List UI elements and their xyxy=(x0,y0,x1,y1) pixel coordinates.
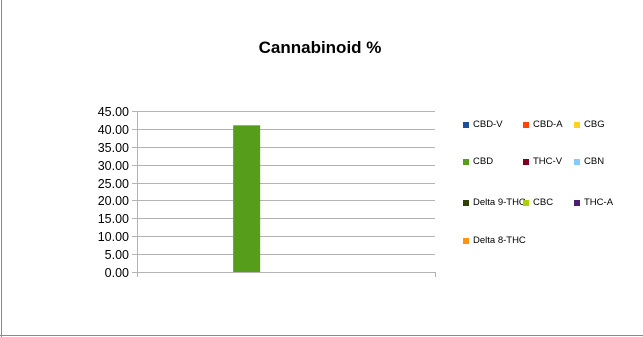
legend-item: THC-A xyxy=(574,197,613,208)
legend-item: CBN xyxy=(574,156,604,167)
y-tick-label: 25.00 xyxy=(98,177,129,191)
legend-swatch xyxy=(463,121,469,128)
legend-item: CBD-A xyxy=(523,119,563,130)
legend-item: THC-V xyxy=(523,156,562,167)
legend-item: CBD-V xyxy=(463,119,503,130)
legend-item: CBG xyxy=(574,119,605,130)
y-tick-label: 20.00 xyxy=(98,194,129,208)
legend-label: CBG xyxy=(584,119,605,130)
legend-swatch xyxy=(523,121,529,128)
legend-label: CBD xyxy=(473,156,494,167)
y-tick-label: 10.00 xyxy=(98,230,129,244)
legend-swatch xyxy=(463,158,469,165)
bar-cbd xyxy=(233,125,261,272)
legend-swatch xyxy=(574,158,580,165)
legend-swatch xyxy=(523,158,529,165)
chart-title: Cannabinoid % xyxy=(258,38,382,57)
legend-item: Delta 8-THC xyxy=(463,235,526,246)
legend-swatch xyxy=(523,199,529,206)
legend-item: CBC xyxy=(523,197,553,208)
legend-label: CBN xyxy=(584,156,605,167)
legend-item: CBD xyxy=(463,156,493,167)
legend-swatch xyxy=(574,199,580,206)
legend-swatch xyxy=(463,237,469,244)
legend-label: CBD-A xyxy=(533,119,563,130)
legend-label: CBD-V xyxy=(473,119,503,130)
legend-swatch xyxy=(463,199,469,206)
y-tick-label: 5.00 xyxy=(105,248,129,262)
y-tick-label: 0.00 xyxy=(105,266,129,280)
legend-label: Delta 9-THC xyxy=(473,197,526,208)
y-tick-label: 45.00 xyxy=(98,105,129,119)
legend-swatch xyxy=(574,121,580,128)
legend-label: CBC xyxy=(533,197,554,208)
legend-label: THC-A xyxy=(584,197,614,208)
y-tick-label: 15.00 xyxy=(98,212,129,226)
y-tick-label: 35.00 xyxy=(98,141,129,155)
legend-label: Delta 8-THC xyxy=(473,235,526,246)
legend-item: Delta 9-THC xyxy=(463,197,526,208)
y-tick-label: 30.00 xyxy=(98,159,129,173)
legend-label: THC-V xyxy=(533,156,563,167)
y-tick-label: 40.00 xyxy=(98,123,129,137)
